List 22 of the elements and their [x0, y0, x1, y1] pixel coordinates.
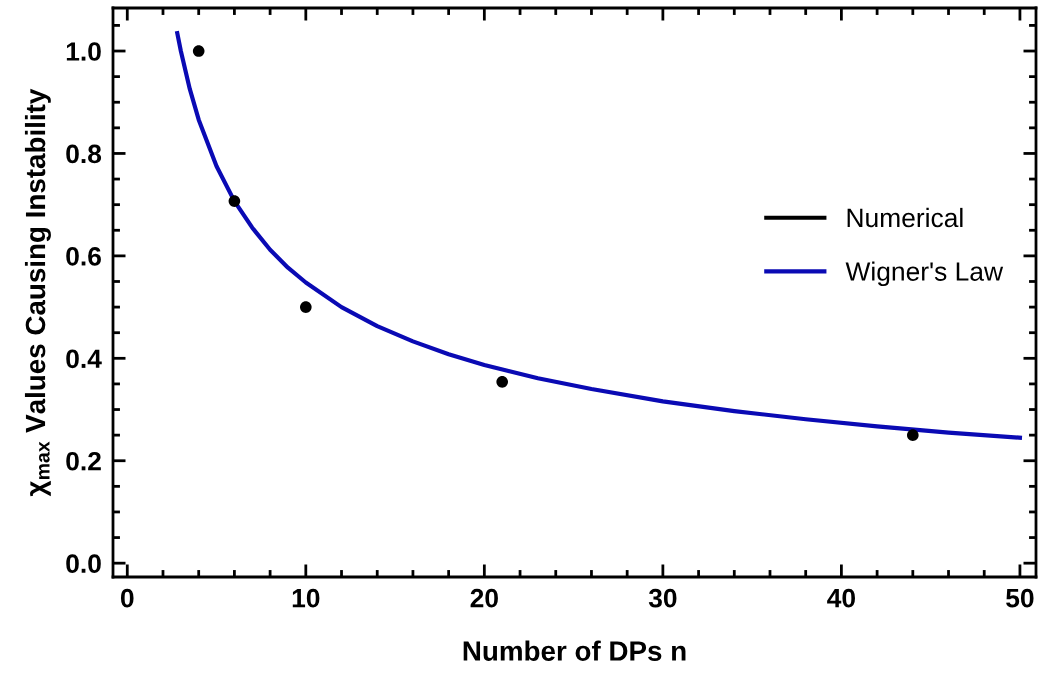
point — [228, 195, 241, 207]
x-tick-label: 0 — [120, 588, 134, 608]
x-tick-label: 10 — [292, 588, 320, 608]
y-axis-title: χ$_{max}$ Values Causing Instability — [24, 88, 51, 497]
x-tick-label: 30 — [648, 588, 677, 608]
y-tick-label: 0.8 — [66, 144, 102, 164]
y-tick-label: 0.0 — [66, 554, 101, 573]
x-tick-label: 20 — [470, 588, 498, 608]
y-tick-label: 0.2 — [66, 451, 101, 471]
y-tick-label: 1.0 — [66, 42, 101, 61]
x-axis-title: Number of DPs n — [463, 640, 686, 661]
x-tick-label: 50 — [1006, 588, 1034, 608]
point — [192, 45, 205, 57]
point — [907, 429, 919, 441]
legend-label: Wigner's Law — [845, 261, 1004, 287]
point — [496, 376, 509, 388]
x-tick-label: 40 — [827, 588, 855, 608]
line-series — [175, 31, 1023, 440]
point — [300, 301, 312, 313]
y-tick-label: 0.6 — [66, 247, 101, 266]
y-tick-label: 0.4 — [66, 349, 102, 369]
legend-label: Numerical — [847, 207, 963, 228]
